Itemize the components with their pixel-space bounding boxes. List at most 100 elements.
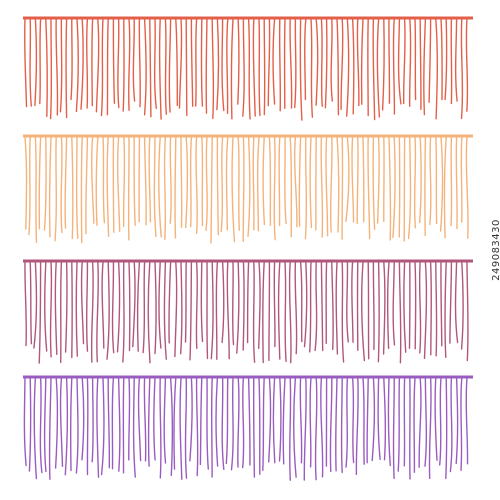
fringe-strand: [75, 377, 79, 474]
fringe-strand: [48, 377, 52, 480]
fringe-strand: [70, 18, 73, 101]
fringe-strand: [174, 261, 178, 358]
fringe-strand: [381, 18, 385, 111]
fringe-strand: [216, 18, 220, 111]
fringe-band: [23, 134, 473, 138]
fringe-strand: [262, 261, 265, 364]
fringe-strand: [158, 136, 162, 238]
fringe-strand: [81, 377, 85, 461]
fringe-strand: [45, 18, 48, 118]
fringe-strand: [122, 18, 125, 112]
fringe-strand: [407, 136, 412, 240]
fringe-strand: [428, 377, 432, 480]
fringe-strand: [258, 377, 261, 475]
fringe-strand: [424, 377, 428, 467]
fringe-strand: [293, 136, 298, 228]
fringe-strand: [383, 377, 387, 461]
fringe-strand: [184, 377, 188, 479]
fringe-strand: [298, 136, 302, 227]
fringe-strand: [180, 261, 183, 355]
fringe-strand: [397, 18, 402, 105]
fringe-strand: [231, 261, 235, 346]
fringe-strand: [262, 136, 266, 226]
fringe-strand: [24, 136, 28, 230]
fringe-strand: [362, 377, 365, 465]
fringe-strand: [423, 18, 427, 116]
fringe-strand: [242, 261, 245, 351]
fringe-strand: [386, 261, 390, 350]
fringe-strand: [336, 136, 340, 233]
fringe-strand: [428, 18, 432, 103]
fringe-strand: [460, 18, 464, 120]
fringe-strand: [252, 261, 256, 363]
fringe-strand: [143, 136, 147, 226]
fringe-strand: [367, 261, 370, 360]
fringe-strand: [388, 136, 392, 241]
fringe-strand: [48, 136, 52, 238]
fringe-strand: [220, 136, 224, 232]
fringe-strand: [440, 261, 443, 347]
fringe-strand: [200, 261, 204, 343]
fringe-strand: [392, 136, 396, 239]
fringe-strand: [122, 136, 126, 227]
fringe-strand: [71, 136, 74, 240]
fringe-strand: [184, 261, 187, 343]
fringe-strand: [96, 377, 100, 478]
fringe-strand: [320, 261, 324, 352]
fringe-strand: [268, 136, 272, 226]
fringe-strand: [366, 377, 369, 464]
fringe-strand: [314, 261, 318, 352]
fringe-strand: [372, 18, 376, 121]
fringe-strand: [100, 18, 104, 117]
fringe-strand: [153, 18, 157, 110]
fringe-strand: [258, 261, 261, 350]
fringe-strand: [59, 377, 64, 467]
fringe-strand: [377, 377, 381, 460]
fringe-strand: [382, 261, 386, 355]
fringe-strand: [163, 261, 167, 360]
fringe-strand: [309, 377, 312, 468]
fringe-strand: [282, 377, 286, 465]
fringe-strand: [424, 136, 427, 237]
fringe-strand: [356, 18, 360, 107]
fringe-strand: [95, 18, 100, 113]
fringe-strand: [423, 261, 428, 360]
fringe-strand: [299, 261, 303, 343]
fringe-strand: [414, 261, 417, 350]
fringe-strand: [419, 136, 422, 224]
fringe-strand: [398, 136, 401, 238]
fringe-strand: [388, 18, 391, 104]
fringe-strand: [267, 18, 271, 107]
fringe-strand: [28, 377, 32, 472]
fringe-strand: [449, 377, 453, 473]
fringe-strand: [64, 377, 69, 476]
fringe-strand: [91, 136, 95, 224]
fringe-strand: [320, 136, 324, 238]
fringe-strand: [102, 136, 106, 224]
fringe-strand: [299, 18, 303, 121]
fringe-strand: [111, 261, 115, 354]
fringe-strand: [454, 18, 458, 102]
fringe-strand: [195, 136, 198, 234]
fringe-strand: [392, 377, 395, 480]
fringe-strand: [142, 261, 146, 354]
fringe-strand: [85, 18, 89, 109]
fringe-peach: [23, 134, 473, 244]
fringe-strand: [455, 136, 458, 230]
fringe-strand: [351, 377, 355, 464]
fringe-strand: [284, 261, 287, 362]
fringe-strand: [80, 18, 84, 110]
fringe-strand: [345, 377, 349, 468]
fringe-strand: [132, 18, 136, 102]
fringe-strand: [376, 136, 380, 224]
fringe-strand: [75, 261, 78, 357]
fringe-strand: [252, 136, 255, 231]
fringe-strand: [402, 18, 406, 105]
fringe-strand: [210, 261, 214, 360]
fringe-strand: [116, 261, 121, 353]
fringe-strand: [28, 136, 31, 236]
fringe-strand: [351, 261, 354, 343]
fringe-strand: [439, 136, 444, 232]
fringe-strand: [169, 136, 172, 224]
fringe-strand: [303, 377, 307, 481]
